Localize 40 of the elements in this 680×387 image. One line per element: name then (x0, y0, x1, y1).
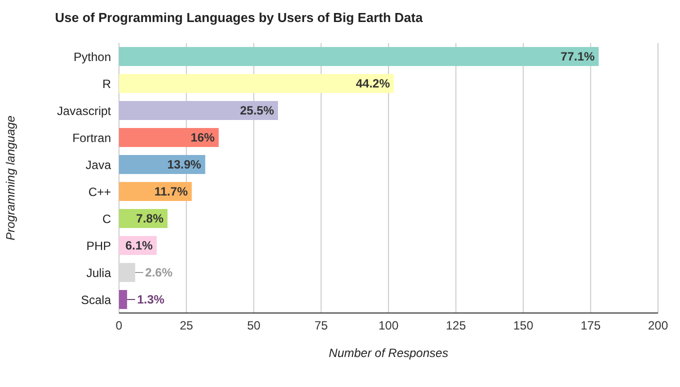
x-axis-title: Number of Responses (328, 346, 448, 360)
bar (119, 263, 136, 282)
y-tick-label: R (102, 76, 112, 91)
y-axis-title: Programming language (3, 115, 18, 240)
x-tick-label: 25 (180, 318, 194, 333)
y-tick-label: Java (86, 158, 112, 172)
x-tick-label: 50 (247, 318, 261, 333)
annotation: 77.1% (560, 50, 596, 64)
x-tick-label: 125 (446, 318, 466, 333)
y-tick-label: Julia (86, 266, 112, 280)
bar (119, 182, 192, 201)
x-tick-label: 75 (314, 318, 328, 333)
y-tick-label: PHP (86, 238, 111, 253)
y-tick-label: Python (74, 50, 111, 64)
x-tick-label: 200 (648, 318, 668, 333)
y-tick-label: C++ (88, 184, 111, 199)
x-tick-label: 100 (378, 318, 399, 333)
annotation: 11.7% (154, 184, 188, 199)
annotation: 7.8% (136, 212, 164, 226)
annotation: 16% (190, 130, 216, 145)
annotation: 25.5% (240, 104, 274, 118)
y-tick-label: Fortran (72, 130, 111, 145)
annotation: 13.9% (167, 158, 202, 172)
bar (119, 155, 206, 174)
bar (119, 47, 599, 66)
x-tick-label: 0 (116, 318, 123, 333)
x-tick-label: 150 (513, 318, 534, 333)
y-tick-label: Javascript (56, 104, 112, 118)
chart-title: Use of Programming Languages by Users of Big Earth Data (55, 10, 423, 25)
y-tick-label: C (102, 212, 112, 226)
annotation: 2.6% (145, 266, 173, 280)
x-tick-label: 175 (580, 318, 601, 333)
annotation: 44.2% (356, 76, 390, 91)
bar (119, 128, 219, 147)
y-tick-label: Scala (80, 292, 112, 307)
bar (119, 290, 128, 309)
bar (119, 101, 278, 120)
annotation: 6.1% (125, 238, 154, 253)
annotation: 1.3% (137, 292, 165, 307)
bar (119, 74, 394, 93)
